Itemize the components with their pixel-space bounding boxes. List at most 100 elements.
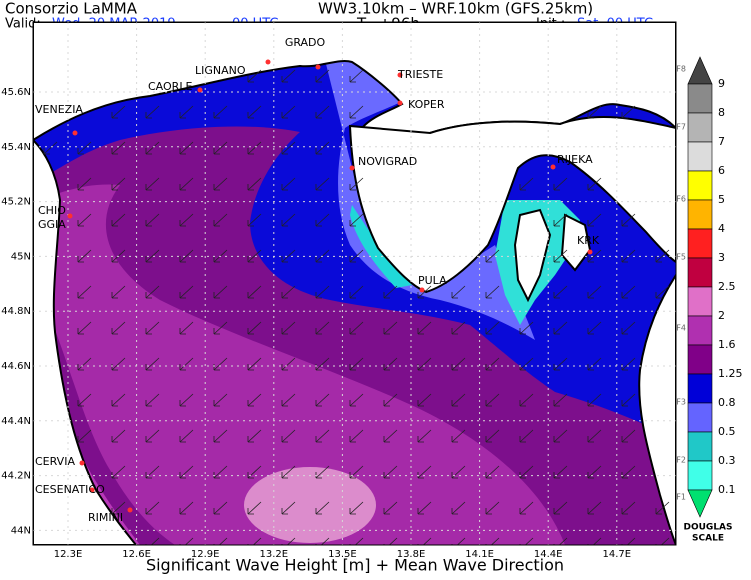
- arrow: [281, 141, 296, 155]
- arrow: [145, 357, 160, 371]
- arrow: [553, 537, 568, 545]
- arrow: [145, 177, 160, 191]
- arrow: [587, 465, 602, 479]
- scale-level-label: 3: [718, 251, 725, 264]
- douglas-label: F7: [676, 123, 686, 132]
- arrow: [281, 213, 296, 227]
- arrow: [281, 321, 296, 335]
- arrow: [145, 285, 160, 299]
- arrow: [77, 357, 92, 371]
- arrow: [111, 501, 126, 515]
- arrow: [281, 465, 296, 479]
- band-mid-blue: [320, 40, 535, 340]
- arrow: [213, 213, 228, 227]
- arrow: [315, 69, 330, 83]
- lon-tick-label: 14.7E: [603, 549, 632, 560]
- arrow: [111, 465, 126, 479]
- arrow: [485, 285, 500, 299]
- arrow: [485, 249, 500, 263]
- city-marker: [419, 287, 425, 293]
- lon-tick-label: 14.1E: [465, 549, 494, 560]
- arrow: [213, 321, 228, 335]
- arrow: [383, 321, 398, 335]
- arrow: [111, 321, 126, 335]
- city-marker: [397, 72, 403, 78]
- arrow: [621, 357, 636, 371]
- douglas-label: F6: [676, 195, 686, 204]
- scale-level-label: 8: [718, 106, 725, 119]
- arrow: [417, 429, 432, 443]
- arrow: [213, 105, 228, 119]
- arrow: [621, 537, 636, 545]
- arrow: [383, 465, 398, 479]
- arrow: [553, 285, 568, 299]
- city-label: RIJEKA: [557, 153, 593, 166]
- arrow: [179, 213, 194, 227]
- lat-tick-label: 44.2N: [1, 471, 31, 482]
- scale-band: [687, 199, 713, 230]
- arrow: [213, 177, 228, 191]
- lon-tick-label: 13.2E: [260, 549, 289, 560]
- arrow: [587, 249, 602, 263]
- arrow: [587, 537, 602, 545]
- arrow: [315, 501, 330, 515]
- arrow: [213, 393, 228, 407]
- arrow: [587, 177, 602, 191]
- scale-bottom-triangle: [687, 489, 713, 518]
- arrow: [281, 69, 296, 83]
- arrow: [145, 213, 160, 227]
- arrow: [111, 213, 126, 227]
- arrow: [247, 537, 262, 545]
- arrow: [213, 537, 228, 545]
- arrow: [247, 105, 262, 119]
- douglas-label: F1: [676, 493, 686, 502]
- city-label: LIGNANO: [195, 64, 246, 77]
- arrow: [179, 537, 194, 545]
- scale-title: DOUGLAS: [684, 523, 733, 533]
- arrow: [247, 357, 262, 371]
- map-area: [33, 22, 676, 545]
- city-label: CAORLE: [148, 80, 192, 93]
- arrow: [111, 141, 126, 155]
- arrow: [349, 285, 364, 299]
- arrow: [247, 321, 262, 335]
- arrow: [213, 501, 228, 515]
- arrow: [77, 393, 92, 407]
- arrow: [383, 393, 398, 407]
- scale-band: [687, 431, 713, 462]
- arrow: [179, 321, 194, 335]
- arrow: [315, 177, 330, 191]
- arrow: [553, 393, 568, 407]
- arrow: [179, 357, 194, 371]
- scale-level-label: 0.3: [718, 454, 736, 467]
- arrow: [179, 429, 194, 443]
- arrow: [145, 537, 160, 545]
- lat-tick-label: 44N: [11, 525, 31, 536]
- city-label: NOVIGRAD: [358, 155, 417, 168]
- arrow: [349, 321, 364, 335]
- arrow: [519, 465, 534, 479]
- arrow: [519, 501, 534, 515]
- arrow: [179, 177, 194, 191]
- arrow: [383, 357, 398, 371]
- arrow: [247, 141, 262, 155]
- arrow: [77, 177, 92, 191]
- band-cyan: [350, 205, 412, 288]
- city-marker: [79, 460, 85, 466]
- arrow: [621, 321, 636, 335]
- scale-band: [687, 286, 713, 317]
- scale-band: [687, 460, 713, 491]
- scale-band: [687, 228, 713, 259]
- arrow: [349, 105, 364, 119]
- city-marker: [587, 249, 593, 255]
- arrow: [485, 537, 500, 545]
- scale-level-label: 2.5: [718, 280, 736, 293]
- arrow: [315, 141, 330, 155]
- arrow: [383, 537, 398, 545]
- lat-tick-label: 45.2N: [1, 197, 31, 208]
- arrow: [213, 429, 228, 443]
- arrow: [553, 249, 568, 263]
- scale-title: SCALE: [692, 534, 724, 544]
- arrow: [417, 285, 432, 299]
- arrow: [655, 249, 670, 263]
